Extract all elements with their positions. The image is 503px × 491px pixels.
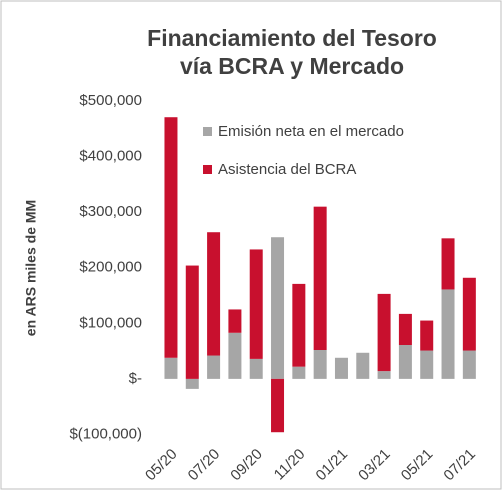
bar [249, 358, 263, 379]
bar [441, 289, 455, 379]
y-tick-label: $500,000 [79, 92, 142, 109]
y-tick-label: $100,000 [79, 314, 142, 331]
bar [185, 378, 199, 389]
legend-swatch [203, 127, 212, 136]
x-tick-label: 07/20 [185, 446, 224, 485]
bar [441, 238, 455, 290]
y-axis-label: en ARS miles de MM [23, 200, 39, 336]
x-tick-label: 01/21 [313, 446, 352, 485]
bar [313, 206, 327, 350]
bar [420, 320, 434, 351]
legend-label: Emisión neta en el mercado [218, 123, 404, 140]
x-tick-label: 03/21 [355, 446, 394, 485]
bar [462, 277, 476, 351]
x-tick-label: 05/21 [398, 446, 437, 485]
legend-swatch [203, 165, 212, 174]
bar [207, 232, 221, 356]
bar [228, 309, 242, 333]
y-tick-label: $- [129, 370, 142, 387]
y-tick-label: $200,000 [79, 259, 142, 276]
bar [143, 379, 156, 398]
bar [420, 350, 434, 379]
y-tick-label: $300,000 [79, 203, 142, 220]
legend-label: Asistencia del BCRA [218, 161, 356, 178]
bar [143, 207, 156, 379]
chart-title: Financiamiento del Tesoro [147, 25, 437, 51]
bar [334, 357, 348, 379]
y-tick-label: $(100,000) [69, 425, 142, 442]
bar [398, 345, 412, 379]
x-tick-label: 05/20 [142, 446, 181, 485]
bar [292, 283, 306, 367]
bar [185, 265, 199, 379]
bar [207, 355, 221, 379]
bar [462, 350, 476, 379]
bar [313, 350, 327, 379]
bar [164, 117, 178, 358]
chart-title: vía BCRA y Mercado [180, 53, 404, 79]
bar [249, 249, 263, 359]
x-tick-label: 11/20 [271, 446, 309, 484]
x-tick-label: 09/20 [227, 446, 266, 485]
plot [143, 117, 476, 433]
bar [292, 366, 306, 379]
bar [228, 332, 242, 379]
x-tick-label: 07/21 [440, 446, 479, 485]
bar [271, 378, 285, 433]
bar [398, 313, 412, 345]
bar [377, 371, 391, 379]
bar [164, 357, 178, 379]
bar [377, 293, 391, 372]
y-tick-label: $400,000 [79, 148, 142, 165]
bar [271, 237, 285, 379]
bar [356, 352, 370, 379]
